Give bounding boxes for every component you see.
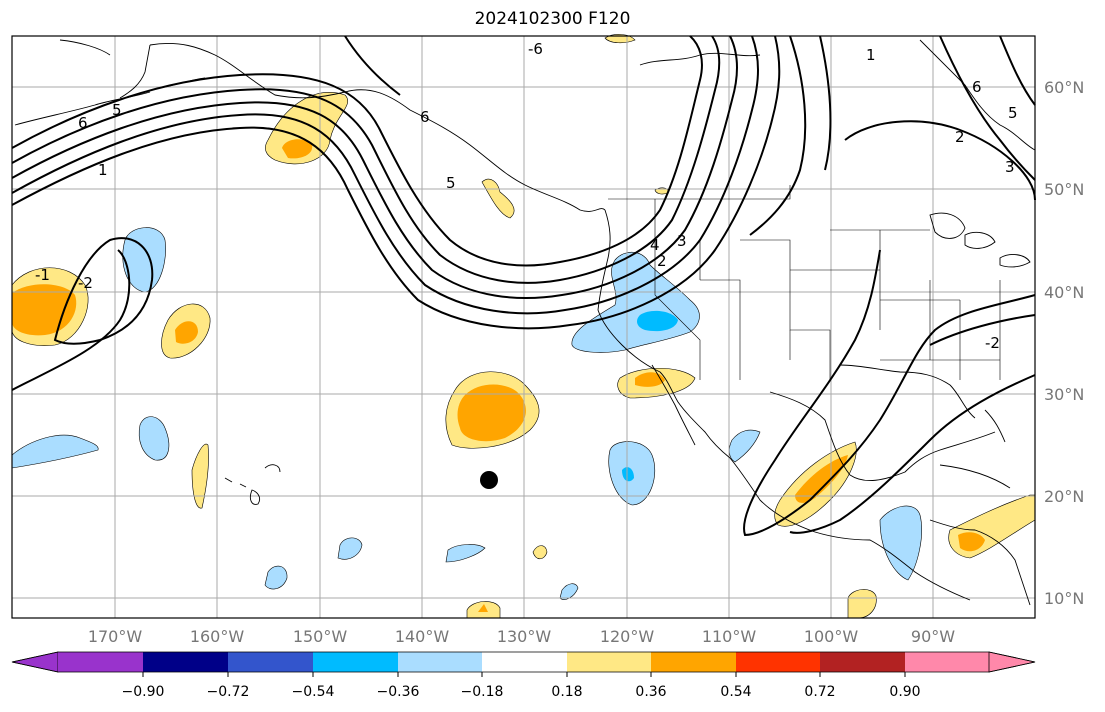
colorbar: −0.90 −0.72 −0.54 −0.36 −0.18 0.18 0.36 …	[11, 651, 1036, 700]
colorbar-tick-label: 0.72	[804, 684, 835, 700]
contour-label: 5	[112, 101, 122, 119]
colorbar-segment	[313, 652, 398, 672]
contour-label: 5	[1008, 104, 1018, 122]
contour-label: 6	[972, 78, 982, 96]
contour-label: -2	[78, 274, 93, 292]
shaded-anomalies	[11, 34, 1036, 619]
colorbar-tick-label: 0.18	[551, 684, 582, 700]
negative-anomaly-west	[122, 227, 166, 293]
lon-label: 120°W	[600, 627, 655, 646]
colorbar-tick-label: −0.54	[292, 684, 335, 700]
contour-label: 3	[1005, 158, 1015, 176]
lat-label: 10°N	[1044, 589, 1084, 608]
contour-label: 6	[78, 114, 88, 132]
colorbar-segment	[58, 652, 143, 672]
colorbar-tick-label: 0.90	[889, 684, 920, 700]
contour-label: 2	[955, 128, 965, 146]
colorbar-segment	[736, 652, 820, 672]
lat-label: 50°N	[1044, 180, 1084, 199]
colorbar-segment	[905, 652, 989, 672]
latitude-labels: 60°N 50°N 40°N 30°N 20°N 10°N	[1044, 78, 1084, 608]
contour-label: 1	[866, 46, 876, 64]
lat-label: 40°N	[1044, 283, 1084, 302]
colorbar-segment	[820, 652, 905, 672]
map-frame	[11, 35, 1036, 619]
contour-label: -6	[528, 40, 543, 58]
lon-label: 170°W	[88, 627, 143, 646]
coastlines	[14, 39, 1036, 606]
lon-label: 140°W	[395, 627, 450, 646]
colorbar-min-extend	[11, 651, 59, 673]
positive-anomaly-hawaii	[191, 443, 209, 509]
colorbar-segment	[143, 652, 228, 672]
colorbar-tick-label: −0.72	[207, 684, 250, 700]
contour-label: 4	[650, 236, 660, 254]
lat-label: 20°N	[1044, 487, 1084, 506]
contour-label: 6	[420, 108, 430, 126]
colorbar-max-extend	[988, 651, 1036, 673]
lon-label: 100°W	[804, 627, 859, 646]
colorbar-segment	[482, 652, 567, 672]
contour-label: 3	[677, 232, 687, 250]
longitude-labels: 170°W 160°W 150°W 140°W 130°W 120°W 110°…	[88, 627, 955, 646]
state-borders	[608, 185, 1001, 380]
lon-label: 110°W	[702, 627, 757, 646]
lat-label: 60°N	[1044, 78, 1084, 97]
lon-label: 130°W	[497, 627, 552, 646]
map-title: 2024102300 F120	[474, 9, 631, 29]
lon-label: 90°W	[911, 627, 955, 646]
colorbar-segment	[398, 652, 482, 672]
contour-lines	[11, 35, 1036, 537]
colorbar-tick-label: 0.54	[720, 684, 751, 700]
map-grid	[12, 36, 1035, 618]
colorbar-segment	[228, 652, 313, 672]
colorbar-tick-label: 0.36	[635, 684, 666, 700]
contour-label: -2	[985, 334, 1000, 352]
contour-label: 2	[657, 252, 667, 270]
storm-center-marker	[480, 471, 498, 489]
contour-labels: 6 5 1 -1 -2 6 5 -6 4 3 2 1 2 3 5 6 -2	[35, 40, 1018, 352]
colorbar-tick-label: −0.18	[461, 684, 504, 700]
lat-label: 30°N	[1044, 385, 1084, 404]
lon-label: 150°W	[293, 627, 348, 646]
colorbar-segment	[651, 652, 736, 672]
colorbar-tick-label: −0.90	[122, 684, 165, 700]
contour-label: 1	[98, 161, 108, 179]
contour-label: -1	[35, 266, 50, 284]
contour-label: 5	[446, 174, 456, 192]
colorbar-segment	[567, 652, 651, 672]
lon-label: 160°W	[190, 627, 245, 646]
colorbar-tick-label: −0.36	[377, 684, 420, 700]
